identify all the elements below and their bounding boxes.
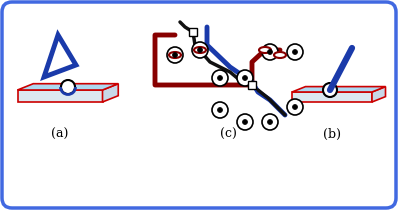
Circle shape [61,80,75,94]
Polygon shape [292,92,372,102]
Circle shape [293,105,297,109]
Ellipse shape [169,52,181,58]
Circle shape [237,70,253,86]
Polygon shape [372,87,386,102]
Polygon shape [18,90,103,102]
Circle shape [242,76,248,80]
Circle shape [192,42,208,58]
Circle shape [217,76,222,80]
Circle shape [293,50,297,55]
Circle shape [212,70,228,86]
Bar [248,81,256,89]
Polygon shape [103,84,118,102]
Circle shape [242,119,248,125]
Text: (b): (b) [323,128,341,141]
Ellipse shape [194,47,206,53]
Text: (a): (a) [51,128,69,141]
Text: (c): (c) [220,128,236,141]
Circle shape [287,99,303,115]
Circle shape [262,114,278,130]
Circle shape [197,47,203,52]
Bar [189,28,197,36]
Circle shape [267,119,273,125]
Circle shape [323,83,337,97]
Circle shape [262,44,278,60]
Circle shape [212,102,228,118]
Circle shape [287,44,303,60]
Circle shape [167,47,183,63]
Circle shape [237,114,253,130]
Circle shape [172,52,178,58]
Polygon shape [18,84,118,90]
FancyBboxPatch shape [2,2,396,208]
Circle shape [267,50,273,55]
Circle shape [217,108,222,113]
Polygon shape [292,87,386,92]
Ellipse shape [274,52,286,58]
Ellipse shape [259,47,271,53]
